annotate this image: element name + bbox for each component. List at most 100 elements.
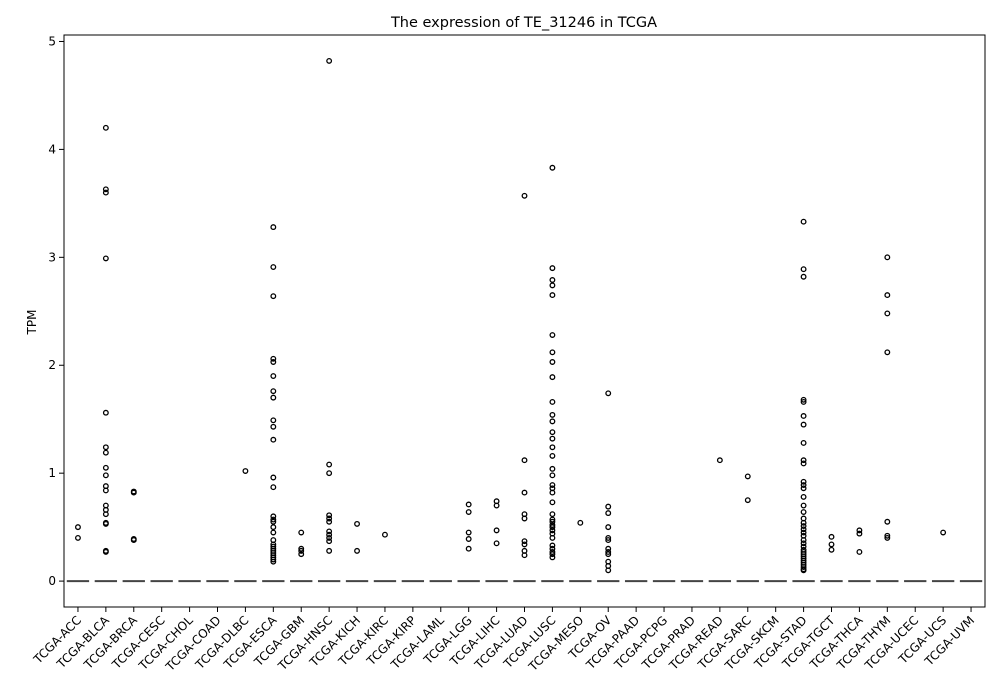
outlier-point [270, 474, 277, 481]
outlier-point [521, 489, 528, 496]
outlier-point [884, 349, 891, 356]
y-tick-label: 3 [48, 250, 56, 264]
outlier-point [270, 394, 277, 401]
outlier-point [605, 537, 612, 544]
outlier-point [800, 540, 807, 547]
outlier-point [549, 534, 556, 541]
outlier-point [549, 435, 556, 442]
outlier-point [549, 465, 556, 472]
outlier-point [800, 523, 807, 530]
outlier-point [856, 527, 863, 534]
outlier-point [130, 489, 137, 496]
outlier-point [605, 390, 612, 397]
outlier-point [382, 531, 388, 538]
outlier-point [549, 332, 556, 338]
outlier-point [549, 411, 556, 418]
outlier-point [884, 532, 891, 539]
outlier-point [800, 519, 807, 526]
outlier-point [270, 417, 277, 424]
outlier-point [130, 537, 137, 544]
outlier-point [298, 547, 305, 554]
outlier-point [800, 457, 807, 464]
outlier-point [549, 511, 556, 518]
y-axis-label: TPM [25, 310, 39, 336]
outlier-point [800, 218, 807, 225]
outlier-point [326, 512, 333, 519]
outlier-point [102, 444, 109, 451]
outlier-point [549, 554, 556, 561]
outlier-point [102, 409, 109, 416]
outlier-point [102, 520, 109, 527]
outlier-point [940, 529, 947, 536]
outlier-point [493, 527, 500, 534]
outlier-point [270, 558, 277, 565]
outlier-point [270, 484, 277, 491]
x-axis: TCGA-ACCTCGA-BLCATCGA-BRCATCGA-CESCTCGA-… [30, 607, 977, 674]
outlier-point [800, 485, 807, 492]
outlier-point [102, 124, 109, 131]
y-tick-label: 2 [48, 358, 56, 372]
outlier-point [549, 292, 556, 299]
plot-frame [63, 34, 986, 608]
outlier-point [884, 310, 891, 317]
outlier-point [326, 57, 333, 64]
outlier-point [800, 567, 807, 574]
outlier-point [102, 449, 109, 456]
outlier-point [605, 551, 612, 558]
outlier-point [800, 421, 807, 428]
outlier-point [828, 541, 835, 548]
outlier-point [270, 436, 277, 443]
outlier-point [326, 518, 333, 525]
outlier-point [102, 255, 109, 262]
outlier-point [102, 189, 109, 196]
outlier-point [605, 510, 612, 517]
outlier-point [549, 277, 556, 283]
outlier-point [828, 546, 835, 553]
outlier-point [549, 527, 556, 534]
outlier-point [549, 518, 556, 525]
y-tick-label: 5 [48, 34, 56, 48]
outlier-point [800, 564, 807, 571]
outlier-point [605, 567, 612, 574]
outlier-point [75, 534, 81, 541]
outlier-point [800, 398, 807, 405]
outlier-point [828, 533, 835, 540]
outlier-point [549, 374, 556, 381]
outlier-point [521, 538, 528, 545]
outlier-point [800, 526, 807, 533]
outlier-point [102, 472, 109, 479]
outlier-point [800, 460, 807, 467]
outlier-point [549, 482, 556, 488]
outlier-point [800, 413, 807, 419]
outlier-point [549, 499, 556, 506]
outlier-point [102, 511, 109, 518]
outlier-point [549, 545, 556, 552]
outlier-point [465, 509, 472, 515]
outlier-point [549, 359, 556, 365]
outlier-point [577, 519, 584, 526]
outlier-point [549, 489, 556, 496]
outlier-point [800, 509, 807, 515]
outlier-point [242, 468, 249, 474]
outlier-point [856, 549, 863, 555]
outlier-point [521, 552, 528, 559]
outlier-point [856, 530, 863, 537]
outlier-point [270, 423, 277, 430]
outlier-point [549, 265, 556, 272]
outlier-point [326, 534, 333, 541]
outlier-point [298, 545, 305, 552]
outlier-point [270, 359, 277, 365]
outlier-point [800, 543, 807, 550]
outlier-point [549, 524, 556, 531]
y-tick-label: 4 [48, 142, 56, 156]
outlier-point [884, 254, 891, 261]
outlier-point [270, 513, 277, 520]
outlier-point [549, 398, 556, 405]
outlier-point [549, 549, 556, 555]
outlier-point [744, 497, 751, 504]
outlier-point [102, 464, 109, 471]
outlier-point [270, 224, 277, 231]
outlier-point [605, 503, 612, 510]
outlier-point [605, 545, 612, 552]
outlier-point [102, 487, 109, 494]
